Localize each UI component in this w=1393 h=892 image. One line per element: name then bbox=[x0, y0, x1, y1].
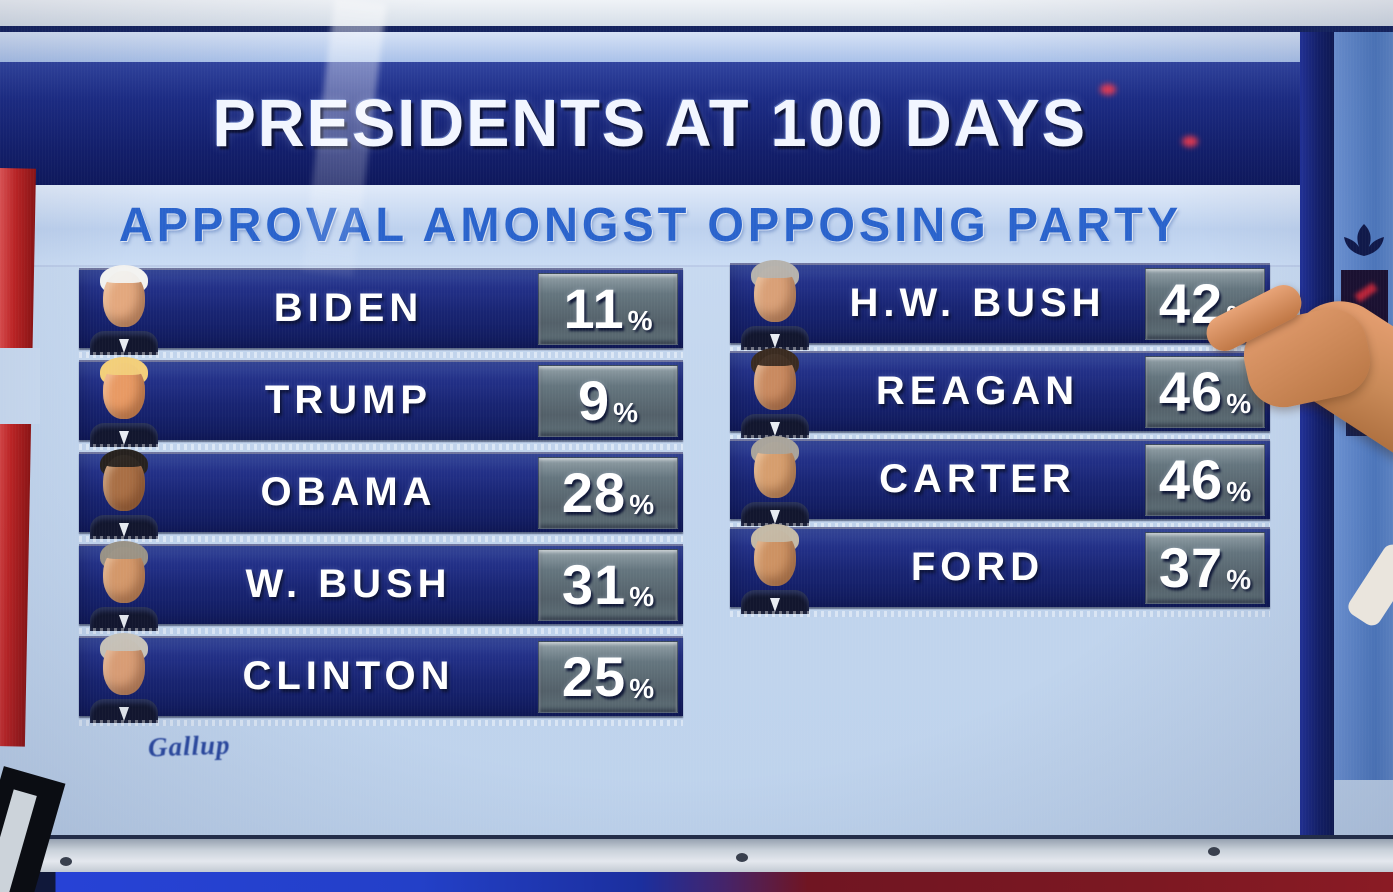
president-row-trump: TRUMP 9 % bbox=[79, 357, 683, 450]
subtitle-band: APPROVAL AMONGST OPPOSING PARTY bbox=[0, 185, 1300, 267]
president-name: FORD bbox=[910, 544, 1045, 589]
chart-column-left: BIDEN 11 % TRUMP 9 % bbox=[79, 265, 683, 728]
president-row-reagan: REAGAN 46 % bbox=[730, 348, 1270, 441]
portrait-shirt bbox=[770, 334, 780, 348]
approval-value-box: 11 % bbox=[538, 273, 678, 345]
approval-value-box: 25 % bbox=[538, 641, 678, 713]
president-portrait bbox=[89, 631, 159, 723]
screen-top-band bbox=[0, 32, 1393, 62]
title-banner: PRESIDENTS AT 100 DAYS bbox=[0, 62, 1300, 185]
bezel-screw bbox=[736, 853, 748, 862]
percent-sign: % bbox=[1226, 564, 1252, 595]
portrait-shirt bbox=[119, 339, 129, 353]
percent-sign: % bbox=[629, 489, 655, 520]
portrait-hairline bbox=[754, 526, 796, 542]
light-glint bbox=[1182, 136, 1198, 147]
approval-number: 46 bbox=[1158, 360, 1224, 423]
president-name: CLINTON bbox=[242, 653, 455, 698]
portrait-hairline bbox=[103, 543, 145, 559]
bezel-screw bbox=[60, 857, 72, 866]
portrait-hairline bbox=[103, 451, 145, 467]
portrait-shirt bbox=[770, 598, 780, 612]
percent-sign: % bbox=[613, 397, 639, 428]
approval-value-box: 31 % bbox=[538, 549, 678, 621]
portrait-hairline bbox=[103, 359, 145, 375]
president-name: CARTER bbox=[879, 456, 1076, 501]
president-name: REAGAN bbox=[875, 368, 1080, 413]
president-name: OBAMA bbox=[260, 469, 437, 514]
portrait-hairline bbox=[754, 438, 796, 454]
approval-value-box: 37 % bbox=[1145, 532, 1265, 604]
president-portrait bbox=[89, 539, 159, 631]
portrait-shirt bbox=[119, 707, 129, 721]
portrait-shirt bbox=[770, 422, 780, 436]
approval-number: 9 bbox=[577, 369, 611, 432]
president-row-clinton: CLINTON 25 % bbox=[79, 633, 683, 726]
portrait-hairline bbox=[103, 267, 145, 283]
chart-column-right: H.W. BUSH 42 % REAGAN 46 % bbox=[730, 260, 1270, 617]
president-name: TRUMP bbox=[264, 377, 433, 422]
president-portrait bbox=[740, 434, 810, 526]
source-attribution: Gallup bbox=[147, 729, 232, 763]
portrait-shirt bbox=[119, 523, 129, 537]
president-portrait bbox=[740, 522, 810, 614]
approval-value-box: 46 % bbox=[1145, 444, 1265, 516]
president-row-w-bush: W. BUSH 31 % bbox=[79, 541, 683, 634]
screen-glint bbox=[1354, 282, 1378, 303]
approval-number: 25 bbox=[561, 645, 627, 708]
approval-number: 11 bbox=[563, 277, 625, 340]
studio-set-edge-gap bbox=[0, 348, 40, 424]
studio-set-red-edge bbox=[0, 168, 36, 747]
approval-number: 37 bbox=[1158, 536, 1224, 599]
tv-bottom-bezel bbox=[0, 835, 1393, 876]
percent-sign: % bbox=[629, 673, 655, 704]
president-row-ford: FORD 37 % bbox=[730, 524, 1270, 617]
page-subtitle: APPROVAL AMONGST OPPOSING PARTY bbox=[118, 198, 1182, 252]
graphic-right-border bbox=[1300, 32, 1334, 835]
approval-number: 28 bbox=[561, 461, 627, 524]
president-portrait bbox=[89, 263, 159, 355]
president-row-carter: CARTER 46 % bbox=[730, 436, 1270, 529]
approval-number: 46 bbox=[1158, 448, 1224, 511]
portrait-shirt bbox=[119, 615, 129, 629]
percent-sign: % bbox=[1226, 388, 1252, 419]
president-portrait bbox=[89, 355, 159, 447]
president-row-obama: OBAMA 28 % bbox=[79, 449, 683, 542]
portrait-hairline bbox=[754, 350, 796, 366]
portrait-shirt bbox=[770, 510, 780, 524]
president-name: H.W. BUSH bbox=[849, 280, 1106, 325]
light-glint bbox=[1100, 84, 1116, 95]
screen-top-edge bbox=[0, 26, 1393, 32]
portrait-hairline bbox=[103, 635, 145, 651]
percent-sign: % bbox=[1226, 476, 1252, 507]
tv-top-bezel bbox=[0, 0, 1393, 26]
president-row-biden: BIDEN 11 % bbox=[79, 265, 683, 358]
page-title: PRESIDENTS AT 100 DAYS bbox=[212, 86, 1088, 161]
approval-value-box: 28 % bbox=[538, 457, 678, 529]
bezel-screw bbox=[1208, 847, 1220, 856]
portrait-hairline bbox=[754, 262, 796, 278]
nbc-peacock-icon bbox=[1344, 224, 1384, 256]
president-name: W. BUSH bbox=[245, 561, 452, 606]
percent-sign: % bbox=[629, 581, 655, 612]
president-name: BIDEN bbox=[273, 285, 424, 330]
president-portrait bbox=[740, 346, 810, 438]
approval-value-box: 9 % bbox=[538, 365, 678, 437]
approval-number: 31 bbox=[561, 553, 627, 616]
president-row-hw-bush: H.W. BUSH 42 % bbox=[730, 260, 1270, 353]
percent-sign: % bbox=[627, 305, 653, 336]
portrait-shirt bbox=[119, 431, 129, 445]
president-portrait bbox=[740, 258, 810, 350]
president-portrait bbox=[89, 447, 159, 539]
studio-floor-strip bbox=[0, 872, 1393, 892]
